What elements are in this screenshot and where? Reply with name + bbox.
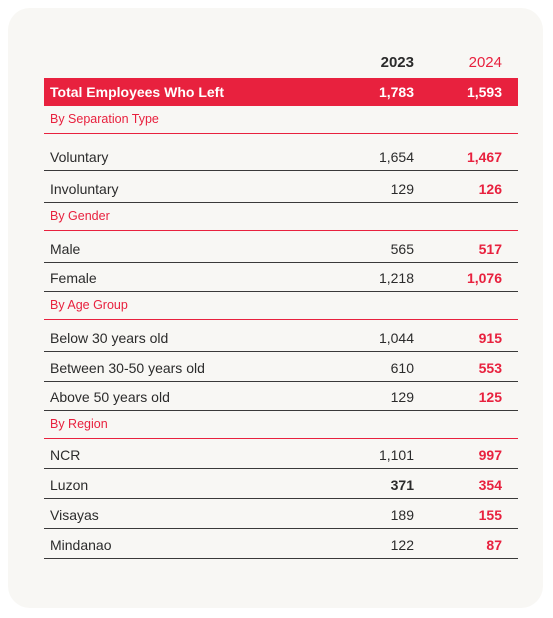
row-value-2023: 1,218 bbox=[378, 270, 414, 286]
row-value-2023: 1,044 bbox=[378, 330, 414, 346]
section-title: By Age Group bbox=[50, 298, 128, 312]
table-row: Above 50 years old 129 125 bbox=[44, 382, 518, 411]
row-label: Visayas bbox=[50, 507, 99, 523]
employees-left-table: 2023 2024 Total Employees Who Left 1,783… bbox=[44, 48, 518, 559]
total-value-2023: 1,783 bbox=[378, 84, 414, 100]
report-card: 2023 2024 Total Employees Who Left 1,783… bbox=[8, 8, 543, 608]
row-label: Male bbox=[50, 241, 81, 257]
table-row: Involuntary 129 126 bbox=[44, 171, 518, 203]
section-header: By Separation Type bbox=[44, 106, 518, 134]
table-header: 2023 2024 bbox=[44, 48, 518, 78]
table-row: Male 565 517 bbox=[44, 231, 518, 263]
row-value-2023: 610 bbox=[390, 360, 414, 376]
row-value-2023: 129 bbox=[390, 181, 414, 197]
row-value-2024: 354 bbox=[478, 477, 502, 493]
row-label: Below 30 years old bbox=[50, 330, 169, 346]
row-value-2023: 129 bbox=[390, 389, 414, 405]
total-value-2024: 1,593 bbox=[466, 84, 502, 100]
total-label: Total Employees Who Left bbox=[50, 84, 224, 100]
row-label: Luzon bbox=[50, 477, 89, 493]
table-row: Female 1,218 1,076 bbox=[44, 263, 518, 292]
row-label: Above 50 years old bbox=[50, 389, 170, 405]
row-value-2023: 1,654 bbox=[378, 149, 414, 165]
section-header: By Age Group bbox=[44, 292, 518, 320]
row-value-2023: 1,101 bbox=[378, 447, 414, 463]
row-value-2024: 517 bbox=[478, 241, 502, 257]
section-title: By Region bbox=[50, 417, 108, 431]
column-header-2024: 2024 bbox=[468, 54, 502, 71]
section-header: By Region bbox=[44, 411, 518, 439]
table-row: Luzon 371 354 bbox=[44, 469, 518, 499]
section-header: By Gender bbox=[44, 203, 518, 231]
row-label: NCR bbox=[50, 447, 81, 463]
total-row: Total Employees Who Left 1,783 1,593 bbox=[44, 78, 518, 106]
table-row: Between 30-50 years old 610 553 bbox=[44, 352, 518, 382]
row-value-2024: 126 bbox=[478, 181, 502, 197]
row-label: Female bbox=[50, 270, 97, 286]
row-value-2024: 87 bbox=[486, 537, 502, 553]
table-row: NCR 1,101 997 bbox=[44, 439, 518, 469]
row-value-2024: 125 bbox=[478, 389, 502, 405]
row-value-2023: 565 bbox=[390, 241, 414, 257]
table-row: Mindanao 122 87 bbox=[44, 529, 518, 559]
row-label: Between 30-50 years old bbox=[50, 360, 205, 376]
row-value-2024: 155 bbox=[478, 507, 502, 523]
table-row: Below 30 years old 1,044 915 bbox=[44, 320, 518, 352]
column-header-2023: 2023 bbox=[380, 54, 414, 71]
row-value-2024: 553 bbox=[478, 360, 502, 376]
row-label: Mindanao bbox=[50, 537, 112, 553]
row-value-2024: 1,467 bbox=[466, 149, 502, 165]
row-value-2023: 371 bbox=[390, 477, 414, 493]
table-row: Voluntary 1,654 1,467 bbox=[44, 134, 518, 171]
row-value-2024: 915 bbox=[478, 330, 502, 346]
table-row: Visayas 189 155 bbox=[44, 499, 518, 529]
section-title: By Separation Type bbox=[50, 112, 159, 126]
row-value-2023: 122 bbox=[390, 537, 414, 553]
row-label: Involuntary bbox=[50, 181, 119, 197]
row-value-2024: 997 bbox=[478, 447, 502, 463]
row-value-2024: 1,076 bbox=[466, 270, 502, 286]
row-value-2023: 189 bbox=[390, 507, 414, 523]
section-title: By Gender bbox=[50, 209, 110, 223]
row-label: Voluntary bbox=[50, 149, 109, 165]
